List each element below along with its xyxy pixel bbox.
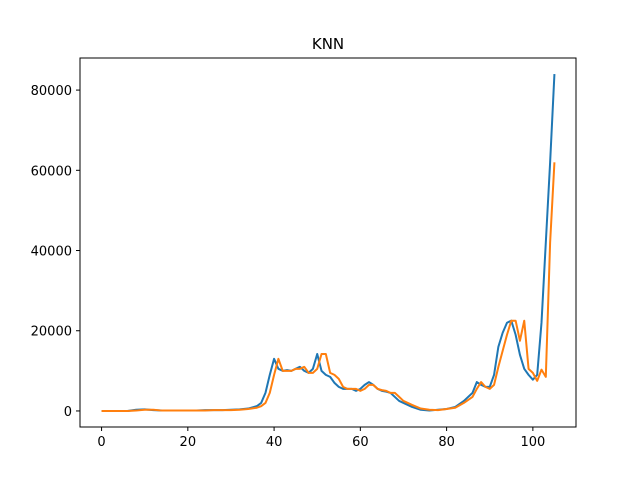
plot-lines	[101, 73, 556, 412]
axes-frame	[79, 57, 577, 428]
x-tick-label: 80	[438, 435, 455, 450]
y-tick-label: 20000	[31, 325, 72, 340]
x-axis-ticks: 0 20 40 60 80 100	[97, 427, 545, 450]
x-tick-label: 0	[97, 435, 105, 450]
x-tick-label: 60	[352, 435, 369, 450]
y-axis-ticks: 0 20000 40000 60000 80000	[31, 84, 80, 420]
chart-title: KNN	[312, 35, 344, 53]
y-tick-label: 80000	[31, 84, 72, 99]
y-tick-label: 0	[64, 405, 72, 420]
x-tick-label: 40	[266, 435, 283, 450]
x-tick-label: 20	[180, 435, 197, 450]
y-tick-label: 40000	[31, 245, 72, 260]
series-line-2	[101, 162, 556, 412]
x-tick-label: 100	[520, 435, 545, 450]
y-tick-label: 60000	[31, 164, 72, 179]
